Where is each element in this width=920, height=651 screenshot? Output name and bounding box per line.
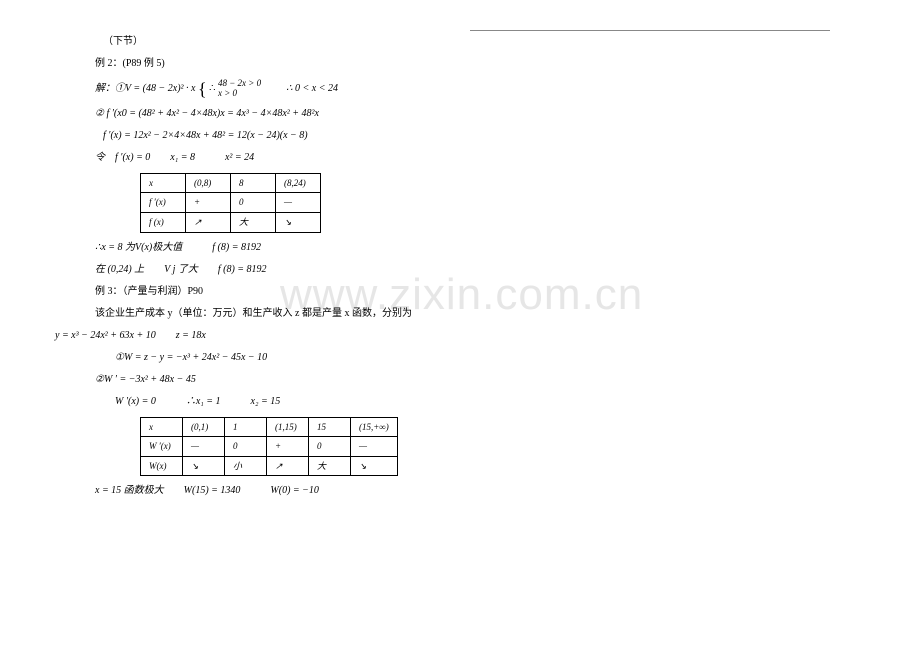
ex2-table: x (0,8) 8 (8,24) f ′(x) + 0 — f (x) ↗ 大 … bbox=[140, 173, 321, 233]
table-cell: ↗ bbox=[186, 212, 231, 232]
table-cell: (1,15) bbox=[267, 417, 309, 437]
table-cell: f ′(x) bbox=[141, 193, 186, 213]
ex2-title: 例 2：(P89 例 5) bbox=[95, 57, 475, 71]
table-cell: 8 bbox=[231, 173, 276, 193]
table-cell: x bbox=[141, 417, 183, 437]
table-cell: 小 bbox=[225, 456, 267, 476]
table-cell: (0,8) bbox=[186, 173, 231, 193]
table-cell: + bbox=[186, 193, 231, 213]
table-cell: — bbox=[351, 437, 398, 457]
section-sub: （下节） bbox=[103, 35, 475, 49]
table-cell: (0,1) bbox=[183, 417, 225, 437]
table-cell: 15 bbox=[309, 417, 351, 437]
table-cell: 1 bbox=[225, 417, 267, 437]
table-cell: (8,24) bbox=[276, 173, 321, 193]
table-cell: W ′(x) bbox=[141, 437, 183, 457]
table-cell: 0 bbox=[309, 437, 351, 457]
table-cell: ↘ bbox=[276, 212, 321, 232]
table-row: f (x) ↗ 大 ↘ bbox=[141, 212, 321, 232]
table-cell: x bbox=[141, 173, 186, 193]
table-row: f ′(x) + 0 — bbox=[141, 193, 321, 213]
ex2-line6: 在 (0,24) 上 V j 了大 f (8) = 8192 bbox=[95, 263, 475, 277]
table-cell: + bbox=[267, 437, 309, 457]
table-cell: — bbox=[183, 437, 225, 457]
ex3-line5: W ′(x) = 0 ∴x₁ = 1 x₂ = 15 bbox=[115, 395, 475, 409]
ex2-conditions: 48 − 2x > 0 x > 0 bbox=[218, 79, 261, 99]
table-cell: ↘ bbox=[183, 456, 225, 476]
table-cell: ↗ bbox=[267, 456, 309, 476]
ex3-line1: 该企业生产成本 y（单位：万元）和生产收入 z 都是产量 x 函数，分别为 bbox=[95, 307, 475, 321]
table-cell: ↘ bbox=[351, 456, 398, 476]
table-cell: 0 bbox=[225, 437, 267, 457]
document-body: （下节） 例 2：(P89 例 5) 解：①V = (48 − 2x)² · x… bbox=[95, 35, 475, 506]
brace-icon: { bbox=[198, 82, 207, 96]
table-cell: — bbox=[276, 193, 321, 213]
page-divider bbox=[470, 30, 830, 31]
table-row: x (0,1) 1 (1,15) 15 (15,+∞) bbox=[141, 417, 398, 437]
ex3-line3: ①W = z − y = −x³ + 24x² − 45x − 10 bbox=[115, 351, 475, 365]
ex2-line1-left: 解：①V = (48 − 2x)² · x bbox=[95, 83, 195, 94]
ex3-line4: ②W ′ = −3x² + 48x − 45 bbox=[95, 373, 475, 387]
ex2-line1-right: ∴ 0 < x < 24 bbox=[286, 83, 338, 94]
table-cell: W(x) bbox=[141, 456, 183, 476]
ex2-line3: f ′(x) = 12x² − 2×4×48x + 48² = 12(x − 2… bbox=[103, 129, 475, 143]
ex2-line2: ② f ′(x0 = (48² + 4x² − 4×48x)x = 4x³ − … bbox=[95, 107, 475, 121]
table-cell: (15,+∞) bbox=[351, 417, 398, 437]
table-row: W ′(x) — 0 + 0 — bbox=[141, 437, 398, 457]
table-cell: 0 bbox=[231, 193, 276, 213]
ex2-line5: ∴x = 8 为V(x)极大值 f (8) = 8192 bbox=[95, 241, 475, 255]
ex2-cond1: 48 − 2x > 0 bbox=[218, 78, 261, 88]
ex2-cond2: x > 0 bbox=[218, 88, 237, 98]
ex3-line2: y = x³ − 24x² + 63x + 10 z = 18x bbox=[55, 329, 475, 343]
therefore-icon: ∴ bbox=[209, 83, 215, 94]
ex2-line1: 解：①V = (48 − 2x)² · x { ∴ 48 − 2x > 0 x … bbox=[95, 79, 475, 99]
table-cell: 大 bbox=[309, 456, 351, 476]
ex3-table: x (0,1) 1 (1,15) 15 (15,+∞) W ′(x) — 0 +… bbox=[140, 417, 398, 477]
ex3-line6: x = 15 函数极大 W(15) = 1340 W(0) = −10 bbox=[95, 484, 475, 498]
table-row: W(x) ↘ 小 ↗ 大 ↘ bbox=[141, 456, 398, 476]
spacer bbox=[264, 83, 284, 94]
table-row: x (0,8) 8 (8,24) bbox=[141, 173, 321, 193]
ex2-line4: 令 f ′(x) = 0 x₁ = 8 x² = 24 bbox=[95, 151, 475, 165]
table-cell: f (x) bbox=[141, 212, 186, 232]
table-cell: 大 bbox=[231, 212, 276, 232]
ex3-title: 例 3：（产量与利润）P90 bbox=[95, 285, 475, 299]
